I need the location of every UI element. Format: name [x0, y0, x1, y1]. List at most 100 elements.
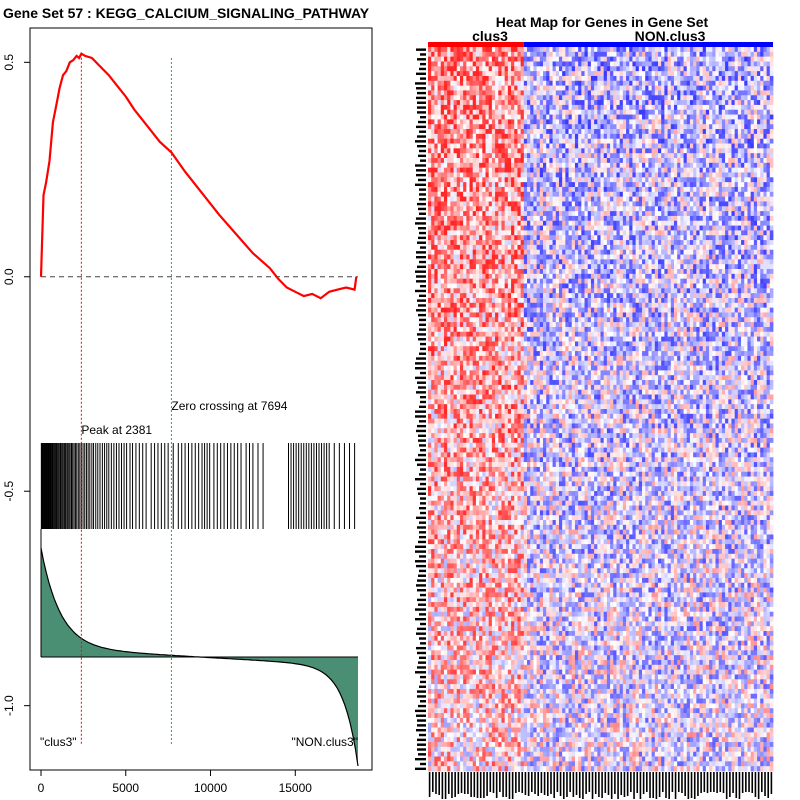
- heatmap-cell: [741, 56, 745, 62]
- heatmap-cell: [536, 56, 541, 62]
- heatmap-cell: [737, 167, 742, 173]
- heatmap-cell: [635, 75, 640, 82]
- heatmap-cell: [498, 124, 502, 130]
- heatmap-cell: [428, 172, 432, 178]
- heatmap-cell: [447, 85, 451, 91]
- heatmap-cell: [594, 138, 598, 144]
- heatmap-cell: [434, 75, 438, 82]
- heatmap-cell: [622, 100, 627, 106]
- heatmap-cell: [546, 75, 550, 82]
- heatmap-cell: [696, 85, 700, 91]
- heatmap-cell: [578, 196, 582, 202]
- heatmap-cell: [728, 153, 732, 159]
- heatmap-cell: [431, 114, 435, 120]
- heatmap-cell: [495, 158, 499, 164]
- heatmap-cell: [616, 95, 621, 101]
- heatmap-cell: [702, 244, 707, 251]
- heatmap-cell: [638, 177, 643, 183]
- heatmap-cell: [686, 167, 691, 173]
- heatmap-cell: [594, 100, 598, 106]
- heatmap-cell: [558, 56, 563, 62]
- heatmap-cell: [447, 109, 451, 115]
- heatmap-cell: [479, 90, 483, 96]
- heatmap-cell: [530, 182, 534, 188]
- heatmap-cell: [680, 148, 684, 154]
- heatmap-cell: [549, 119, 553, 125]
- heatmap-cell: [763, 225, 768, 231]
- heatmap-cell: [686, 201, 691, 207]
- heatmap-cell: [728, 162, 732, 169]
- heatmap-cell: [731, 244, 736, 251]
- heatmap-cell: [658, 56, 662, 62]
- heatmap-cell: [731, 153, 736, 159]
- heatmap-cell: [527, 66, 531, 72]
- heatmap-cell: [552, 220, 557, 226]
- heatmap-cell: [725, 133, 729, 140]
- heatmap-cell: [527, 71, 531, 77]
- heatmap-cell: [632, 191, 637, 198]
- heatmap-cell: [677, 100, 681, 106]
- heatmap-cell: [769, 249, 774, 255]
- heatmap-cell: [670, 215, 675, 222]
- heatmap-cell: [718, 61, 723, 67]
- heatmap-cell: [654, 206, 659, 212]
- heatmap-cell: [680, 215, 684, 222]
- heatmap-cell: [705, 167, 710, 173]
- heatmap-cell: [539, 254, 544, 260]
- heatmap-cell: [613, 235, 617, 241]
- heatmap-cell: [558, 215, 563, 222]
- heatmap-cell: [469, 230, 474, 236]
- heatmap-cell: [431, 104, 435, 111]
- heatmap-cell: [546, 124, 550, 130]
- heatmap-cell: [495, 259, 499, 265]
- heatmap-cell: [718, 220, 723, 226]
- heatmap-cell: [590, 153, 595, 159]
- heatmap-cell: [504, 259, 509, 265]
- heatmap-cell: [715, 109, 720, 115]
- heatmap-cell: [543, 124, 547, 130]
- heatmap-cell: [511, 177, 515, 183]
- heatmap-cell: [514, 143, 518, 149]
- heatmap-cell: [645, 249, 649, 255]
- heatmap-cell: [753, 56, 758, 62]
- heatmap-cell: [654, 172, 659, 178]
- heatmap-cell: [651, 240, 656, 246]
- heatmap-cell: [734, 109, 739, 115]
- heatmap-cell: [677, 249, 681, 255]
- heatmap-cell: [658, 143, 662, 149]
- heatmap-cell: [558, 148, 563, 154]
- heatmap-cell: [712, 167, 716, 173]
- heatmap-cell: [514, 75, 518, 82]
- heatmap-cell: [581, 71, 585, 77]
- heatmap-cell: [654, 182, 659, 188]
- heatmap-cell: [721, 51, 726, 58]
- heatmap-cell: [530, 143, 534, 149]
- heatmap-cell: [536, 61, 541, 67]
- heatmap-cell: [658, 129, 662, 135]
- heatmap-cell: [437, 95, 442, 101]
- heatmap-cell: [760, 186, 764, 193]
- heatmap-cell: [705, 100, 710, 106]
- heatmap-cell: [431, 90, 435, 96]
- heatmap-cell: [536, 90, 541, 96]
- heatmap-cell: [629, 148, 633, 154]
- heatmap-cell: [725, 235, 729, 241]
- heatmap-cell: [658, 162, 662, 169]
- heatmap-cell: [734, 61, 739, 67]
- heatmap-cell: [459, 235, 464, 241]
- heatmap-cell: [744, 225, 748, 231]
- heatmap-cell: [635, 153, 640, 159]
- heatmap-cell: [517, 119, 522, 125]
- heatmap-cell: [737, 95, 742, 101]
- heatmap-cell: [530, 56, 534, 62]
- heatmap-cell: [511, 172, 515, 178]
- heatmap-cell: [491, 225, 496, 231]
- heatmap-cell: [769, 196, 774, 202]
- ranking-metric-area: [40, 529, 359, 767]
- heatmap-cell: [507, 124, 512, 130]
- heatmap-cell: [565, 119, 569, 125]
- heatmap-cell: [769, 133, 774, 140]
- heatmap-cell: [456, 138, 461, 144]
- heatmap-cell: [456, 51, 461, 58]
- heatmap-cell: [475, 138, 480, 144]
